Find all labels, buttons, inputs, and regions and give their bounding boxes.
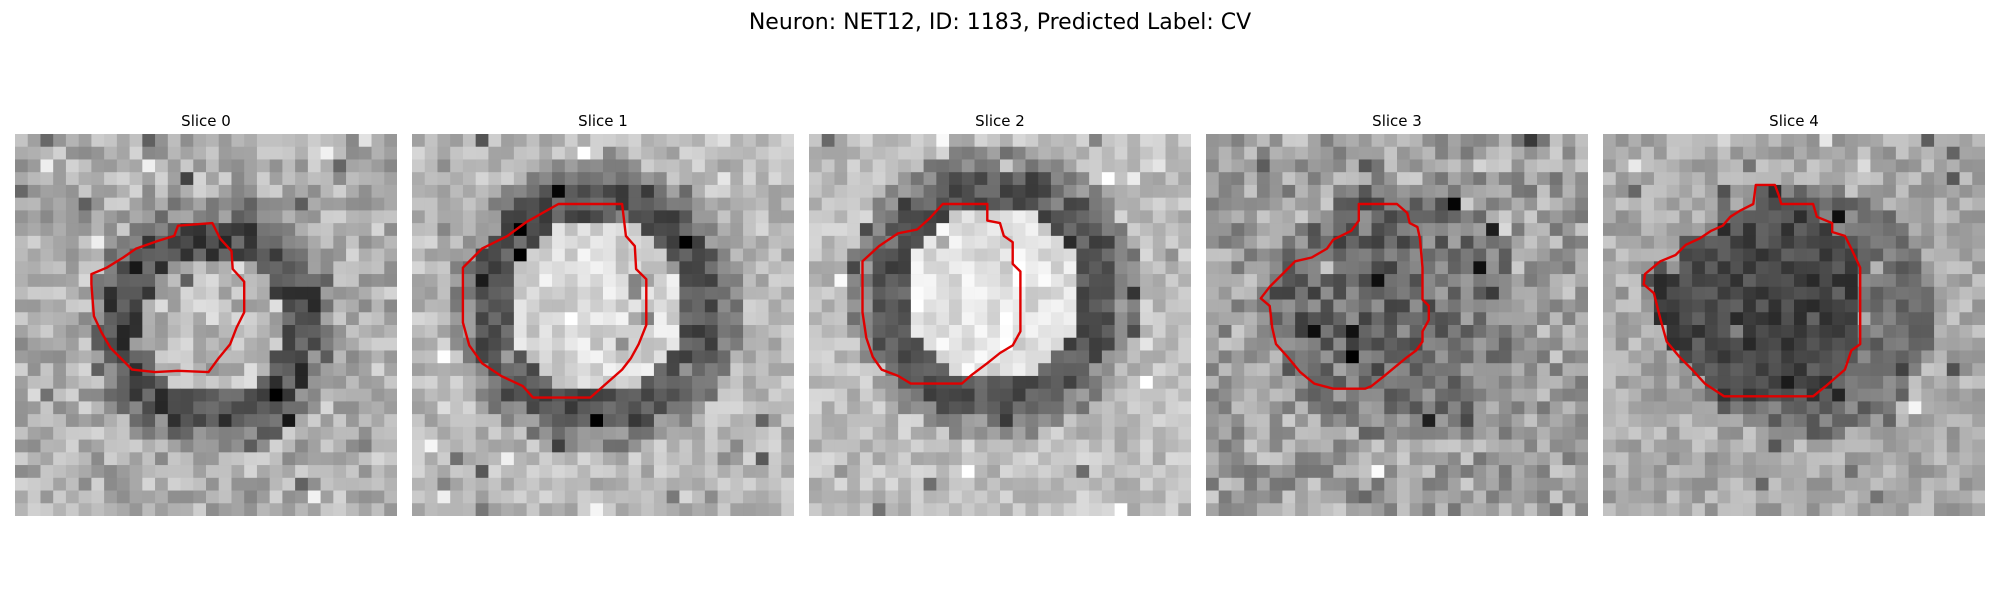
slice-panel-4: Slice 4 (1603, 108, 1985, 516)
slice-image-2 (809, 134, 1191, 516)
segmentation-contour (461, 202, 648, 399)
segmentation-contour (1259, 202, 1431, 390)
segmentation-contour (861, 202, 1022, 385)
segmentation-contour (1642, 183, 1862, 398)
slice-panel-0: Slice 0 (15, 108, 397, 516)
pixel-grid (412, 134, 794, 516)
slice-title: Slice 1 (578, 112, 628, 130)
slice-image-3 (1206, 134, 1588, 516)
pixel-grid (15, 134, 397, 516)
slice-title: Slice 4 (1769, 112, 1819, 130)
slice-panel-3: Slice 3 (1206, 108, 1588, 516)
slice-image-4 (1603, 134, 1985, 516)
slice-panel-1: Slice 1 (412, 108, 794, 516)
slice-panel-2: Slice 2 (809, 108, 1191, 516)
pixel-grid (1206, 134, 1588, 516)
slice-title: Slice 2 (975, 112, 1025, 130)
slice-title: Slice 0 (181, 112, 231, 130)
pixel-grid (1603, 134, 1985, 516)
slice-title: Slice 3 (1372, 112, 1422, 130)
figure-title: Neuron: NET12, ID: 1183, Predicted Label… (748, 10, 1252, 35)
segmentation-contour (90, 221, 246, 374)
pixel-grid (809, 134, 1191, 516)
slice-image-0 (15, 134, 397, 516)
slice-image-1 (412, 134, 794, 516)
